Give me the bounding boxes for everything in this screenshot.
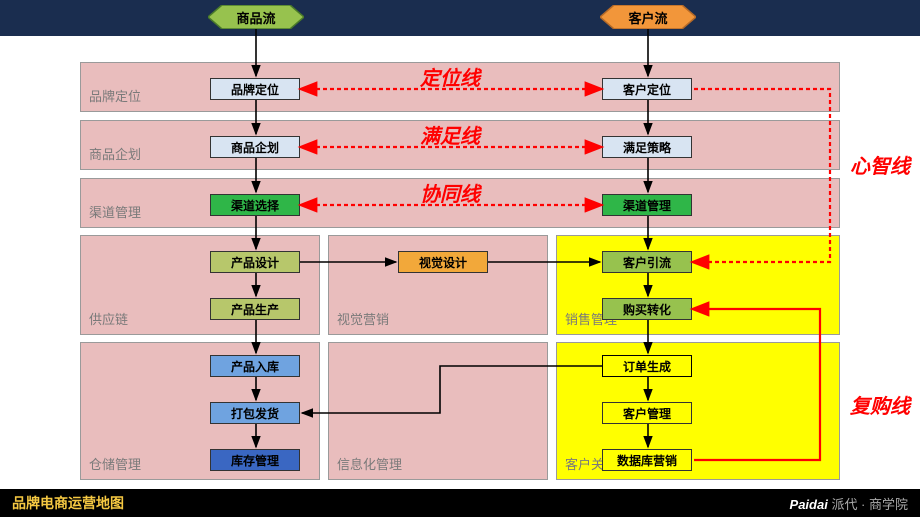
- section-label: 品牌定位: [89, 86, 141, 105]
- node-visual-design: 视觉设计: [398, 251, 488, 273]
- section-label: 商品企划: [89, 144, 141, 163]
- node-merch-plan: 商品企划: [210, 136, 300, 158]
- footer-brand: Paidai 派代 · 商学院: [790, 494, 908, 513]
- node-prod-in: 产品入库: [210, 355, 300, 377]
- node-order-gen: 订单生成: [602, 355, 692, 377]
- node-satisfy: 满足策略: [602, 136, 692, 158]
- section-label: 仓储管理: [89, 454, 141, 473]
- section-customer-rel: 客户关系: [556, 342, 840, 480]
- footer-brand-bold: Paidai: [790, 497, 828, 512]
- node-cust-attract: 客户引流: [602, 251, 692, 273]
- node-stock-mgmt: 库存管理: [210, 449, 300, 471]
- section-label: 供应链: [89, 309, 128, 328]
- node-db-marketing: 数据库营销: [602, 449, 692, 471]
- label-coord-line: 协同线: [420, 178, 480, 207]
- section-sales-mgmt: 销售管理: [556, 235, 840, 335]
- node-brand-pos: 品牌定位: [210, 78, 300, 100]
- label-mind-line: 心智线: [850, 150, 910, 179]
- section-label: 渠道管理: [89, 202, 141, 221]
- section-info-mgmt: 信息化管理: [328, 342, 548, 480]
- node-cust-mgmt: 客户管理: [602, 402, 692, 424]
- label-positioning-line: 定位线: [420, 62, 480, 91]
- hex-customer-flow: 客户流: [600, 5, 696, 29]
- node-channel-mgmt2: 渠道管理: [602, 194, 692, 216]
- footer-title: 品牌电商运营地图: [12, 493, 124, 513]
- label-satisfy-line: 满足线: [420, 120, 480, 149]
- node-prod-design: 产品设计: [210, 251, 300, 273]
- label-repurchase-line: 复购线: [850, 390, 910, 419]
- footer-brand-rest: 派代 · 商学院: [828, 497, 908, 512]
- hex-product-flow: 商品流: [208, 5, 304, 29]
- node-purchase-conv: 购买转化: [602, 298, 692, 320]
- node-prod-make: 产品生产: [210, 298, 300, 320]
- node-channel-sel: 渠道选择: [210, 194, 300, 216]
- section-supply-chain: 供应链: [80, 235, 320, 335]
- node-pack-ship: 打包发货: [210, 402, 300, 424]
- section-label: 信息化管理: [337, 454, 402, 473]
- section-visual-marketing: 视觉营销: [328, 235, 548, 335]
- diagram-canvas: 品牌定位商品企划渠道管理供应链 视觉营销 销售管理仓储管理 信息化管理 客户关系 商品流…: [0, 0, 920, 517]
- section-label: 视觉营销: [337, 309, 389, 328]
- node-cust-pos: 客户定位: [602, 78, 692, 100]
- footer: 品牌电商运营地图 Paidai 派代 · 商学院: [0, 489, 920, 517]
